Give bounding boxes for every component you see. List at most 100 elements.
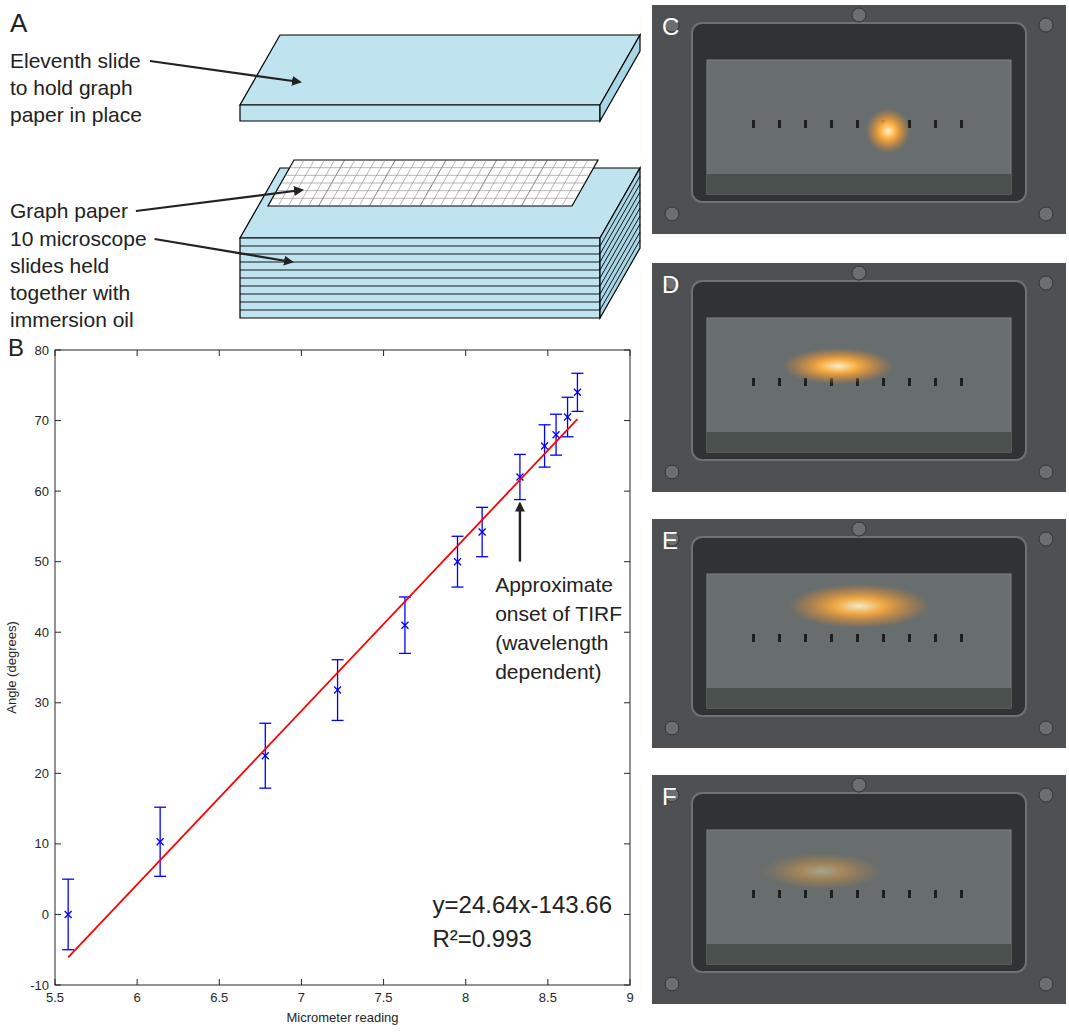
- error-bar: [550, 414, 562, 455]
- marker-stroke: [564, 414, 571, 421]
- diagram-label: Eleventh slide: [10, 49, 141, 72]
- stack-side: [600, 168, 640, 318]
- slide-edge: [600, 224, 640, 294]
- screw: [665, 207, 679, 221]
- fit-line: [68, 419, 577, 957]
- paper-marks: [960, 378, 963, 386]
- paper-marks: [752, 890, 755, 898]
- stage-recess: [692, 23, 1026, 202]
- photo: C: [652, 5, 1066, 234]
- data-point: [564, 414, 571, 421]
- data-point: [262, 752, 269, 759]
- error-bar: [452, 536, 464, 587]
- x-tick: [137, 979, 138, 985]
- paper-marks: [908, 378, 911, 386]
- panel-a: AEleventh slideto hold graphpaper in pla…: [10, 8, 640, 331]
- paper-grid: [285, 175, 589, 176]
- paper-marks: [804, 120, 807, 128]
- data-point: [541, 442, 548, 449]
- error-cap: [452, 586, 464, 587]
- y-tick-label: 40: [35, 625, 49, 640]
- y-tick: [624, 420, 630, 421]
- figure: AEleventh slideto hold graphpaper in pla…: [0, 0, 1069, 1036]
- paper-grid: [290, 167, 594, 168]
- data-point: [479, 529, 486, 536]
- screw: [1039, 788, 1053, 802]
- stack-edge-photo: [707, 688, 1011, 708]
- annotation-text: dependent): [495, 660, 601, 683]
- slide-edge: [240, 246, 600, 247]
- y-tick: [624, 914, 630, 915]
- error-cap: [514, 454, 526, 455]
- x-tick: [383, 350, 384, 356]
- photo: D: [652, 263, 1066, 492]
- x-tick-label: 9: [626, 990, 633, 1005]
- data-point: [334, 687, 341, 694]
- marker-stroke: [65, 911, 72, 918]
- stack-edge-photo: [707, 432, 1011, 452]
- paper-marks: [830, 120, 833, 128]
- diagram-label: immersion oil: [10, 308, 134, 331]
- y-tick: [55, 491, 61, 492]
- stage-recess: [692, 537, 1026, 716]
- photo: E: [652, 519, 1066, 748]
- paper-marks: [960, 890, 963, 898]
- photo-stage: [652, 263, 1066, 492]
- error-cap: [550, 454, 562, 455]
- plot-frame: [55, 350, 630, 985]
- paper-marks: [804, 634, 807, 642]
- error-cap: [62, 949, 74, 950]
- paper-marks: [934, 634, 937, 642]
- error-cap: [539, 466, 551, 467]
- x-tick: [219, 350, 220, 356]
- y-tick-label: 30: [35, 695, 49, 710]
- error-cap: [550, 414, 562, 415]
- screw: [1039, 465, 1053, 479]
- error-cap: [476, 556, 488, 557]
- photo-panels: CDE F: [652, 5, 1066, 1004]
- x-tick-label: 7: [298, 990, 305, 1005]
- stack-front: [240, 238, 600, 318]
- slide-edge: [240, 262, 600, 263]
- slide-stack-photo: [707, 574, 1011, 708]
- paper-marks: [752, 634, 755, 642]
- data-point: [454, 558, 461, 565]
- panel-letter: F: [662, 783, 677, 810]
- error-cap: [399, 653, 411, 654]
- paper-marks: [882, 890, 885, 898]
- y-axis-title: Angle (degrees): [4, 621, 19, 714]
- photo-stage: [652, 5, 1066, 234]
- x-tick: [465, 350, 466, 356]
- screw: [852, 778, 866, 792]
- screw: [665, 977, 679, 991]
- paper-marks: [830, 890, 833, 898]
- fit-equation: R²=0.993: [433, 925, 532, 952]
- diagram-label: to hold graph: [10, 76, 133, 99]
- error-cap: [562, 397, 574, 398]
- marker-stroke: [574, 389, 581, 396]
- screw: [665, 465, 679, 479]
- error-cap: [452, 536, 464, 537]
- paper-grid: [272, 198, 576, 199]
- y-tick-label: 60: [35, 484, 49, 499]
- x-tick: [137, 350, 138, 356]
- error-cap: [562, 436, 574, 437]
- y-tick: [624, 491, 630, 492]
- marker-stroke: [564, 414, 571, 421]
- stack-edge-photo: [707, 174, 1011, 194]
- graph-paper: [268, 160, 598, 206]
- y-tick-label: 10: [35, 836, 49, 851]
- error-bar: [571, 373, 583, 411]
- x-tick: [383, 979, 384, 985]
- error-cap: [571, 411, 583, 412]
- screw: [852, 8, 866, 22]
- x-tick: [547, 979, 548, 985]
- error-bar: [259, 723, 271, 788]
- slide-stack-photo: [707, 830, 1011, 964]
- screw: [1039, 18, 1053, 32]
- paper-marks: [856, 634, 859, 642]
- x-tick: [465, 979, 466, 985]
- screw: [1039, 977, 1053, 991]
- top-slide-side: [600, 35, 640, 121]
- stage-recess: [692, 793, 1026, 972]
